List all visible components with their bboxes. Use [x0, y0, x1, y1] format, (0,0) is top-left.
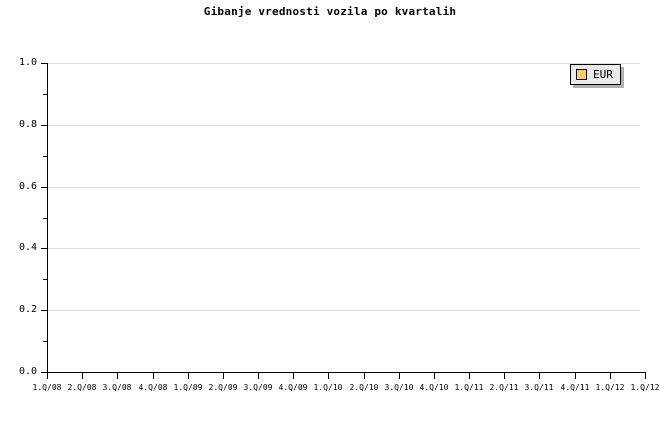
- gridline: [47, 248, 640, 250]
- y-axis-tick: [41, 63, 47, 64]
- x-axis-tick: [610, 373, 611, 379]
- x-axis-tick: [258, 373, 259, 379]
- x-axis-tick: [504, 373, 505, 379]
- x-axis-tick-label: 1.Q/11: [454, 383, 484, 392]
- x-axis-tick: [364, 373, 365, 379]
- x-axis-tick-label: 1.Q/12: [630, 383, 660, 392]
- chart-title: Gibanje vrednosti vozila po kvartalih: [203, 5, 457, 18]
- x-axis-tick-label: 1.Q/10: [313, 383, 343, 392]
- x-axis-tick-label: 3.Q/09: [243, 383, 273, 392]
- y-axis-tick-label: 1.0: [18, 57, 37, 68]
- x-axis-tick-label: 4.Q/08: [138, 383, 168, 392]
- x-axis-tick-label: 3.Q/08: [102, 383, 132, 392]
- y-axis-minor-tick: [43, 217, 47, 219]
- x-axis-tick: [82, 373, 83, 379]
- x-axis-tick: [434, 373, 435, 379]
- x-axis-line: [47, 372, 646, 373]
- y-axis-tick: [41, 124, 47, 126]
- y-axis-minor-tick: [43, 341, 47, 343]
- y-axis-tick-label: 0.4: [18, 242, 37, 254]
- x-axis-tick-label: 3.Q/10: [384, 383, 414, 392]
- gridline: [47, 186, 640, 188]
- x-axis-tick-label: 3.Q/11: [524, 383, 554, 392]
- y-axis-tick-label: 0.6: [18, 180, 37, 192]
- x-axis-tick: [399, 373, 400, 379]
- plot-area: [47, 63, 640, 372]
- x-axis-tick-label: 4.Q/11: [560, 383, 590, 392]
- x-axis-tick-label: 2.Q/08: [67, 383, 97, 392]
- y-axis-tick-label: 0.0: [18, 366, 37, 377]
- x-axis-tick: [328, 373, 329, 379]
- x-axis-tick-label: 1.Q/09: [173, 383, 203, 392]
- x-axis-tick: [539, 373, 540, 379]
- series-layer: [47, 63, 640, 372]
- x-axis-tick: [188, 373, 189, 379]
- x-axis-tick: [469, 373, 470, 379]
- x-axis-tick-label: 2.Q/09: [208, 383, 238, 392]
- legend-swatch-eur: [576, 69, 587, 80]
- y-axis-minor-tick: [43, 155, 47, 157]
- gridline: [47, 124, 640, 126]
- x-axis-tick: [575, 373, 576, 379]
- y-axis-tick-label: 0.8: [18, 118, 37, 130]
- x-axis-tick-label: 1.Q/12: [595, 383, 625, 392]
- x-axis-tick: [117, 373, 118, 379]
- x-axis-tick: [47, 373, 48, 379]
- chart-legend[interactable]: EUR: [570, 64, 621, 85]
- x-axis-tick-label: 4.Q/10: [419, 383, 449, 392]
- y-axis-tick: [41, 372, 47, 373]
- x-axis-tick-label: 2.Q/11: [489, 383, 519, 392]
- gridline: [47, 310, 640, 312]
- x-axis-tick-label: 2.Q/10: [349, 383, 379, 392]
- x-axis-tick-label: 4.Q/09: [278, 383, 308, 392]
- y-axis-tick: [41, 186, 47, 188]
- x-axis-tick: [153, 373, 154, 379]
- y-axis-minor-tick: [43, 279, 47, 281]
- x-axis-tick: [293, 373, 294, 379]
- legend-label-eur: EUR: [593, 68, 613, 81]
- x-axis-tick-label: 1.Q/08: [32, 383, 62, 392]
- y-axis-tick-label: 0.2: [18, 304, 37, 316]
- x-axis-tick: [223, 373, 224, 379]
- gridline: [47, 63, 640, 64]
- y-axis-line: [47, 63, 48, 373]
- y-axis-tick: [41, 248, 47, 250]
- x-axis-tick: [645, 373, 646, 379]
- y-axis-tick: [41, 310, 47, 312]
- y-axis-minor-tick: [43, 93, 47, 95]
